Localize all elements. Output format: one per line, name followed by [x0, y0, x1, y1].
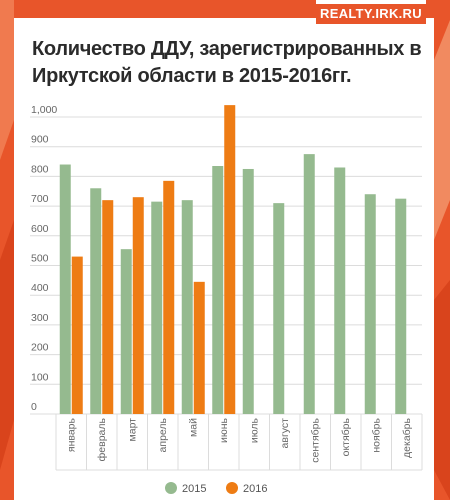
legend: 2015 2016: [165, 482, 267, 495]
bar-2015-январь: [59, 164, 71, 414]
bar-2016-март: [132, 197, 144, 414]
brand-strip: [316, 0, 426, 4]
y-tick-label: 500: [31, 253, 49, 265]
bar-2015-июнь: [212, 166, 224, 414]
bar-2015-август: [273, 203, 285, 414]
legend-label-2015: 2015: [182, 483, 206, 495]
x-tick-label: июнь: [218, 417, 230, 443]
y-tick-label: 200: [31, 342, 49, 354]
bar-2016-май: [193, 281, 205, 414]
x-axis-labels: январь февраль март апрель май июнь июль август…: [65, 417, 413, 462]
y-tick-label: 600: [31, 223, 49, 235]
bar-2015-июль: [242, 168, 254, 414]
x-tick-label: август: [279, 418, 291, 449]
y-axis-labels: 0 100 200 300 400 500 600 700 800 900 1,000: [31, 104, 57, 413]
bar-2016-январь: [71, 256, 83, 414]
x-tick-label: январь: [65, 417, 77, 452]
y-tick-label: 700: [31, 193, 49, 205]
y-tick-label: 1,000: [31, 104, 57, 116]
bar-2015-октябрь: [334, 167, 346, 414]
bar-2015-май: [181, 200, 193, 414]
legend-marker-2015: [165, 482, 177, 494]
bar-2016-апрель: [163, 180, 175, 414]
chart-title: Количество ДДУ, зарегистрированных в Ирк…: [32, 38, 422, 87]
y-tick-label: 400: [31, 282, 49, 294]
bar-2016-февраль: [102, 200, 114, 414]
bar-2015-март: [120, 249, 132, 414]
x-tick-label: июль: [248, 417, 260, 443]
bar-2015-декабрь: [395, 198, 407, 414]
x-tick-label: апрель: [157, 417, 169, 452]
x-tick-label: сентябрь: [309, 417, 321, 462]
x-tick-label: декабрь: [401, 417, 413, 457]
bar-2015-сентябрь: [303, 154, 315, 414]
x-tick-label: март: [126, 418, 138, 442]
y-tick-label: 0: [31, 401, 37, 413]
bar-2016-июнь: [224, 105, 236, 415]
y-tick-label: 900: [31, 134, 49, 146]
bar-2015-ноябрь: [364, 194, 376, 414]
bar-2015-февраль: [90, 188, 102, 414]
x-tick-label: ноябрь: [370, 417, 382, 452]
y-tick-label: 100: [31, 371, 49, 383]
chart-card: [14, 18, 434, 500]
brand-logo[interactable]: REALTY.IRK.RU: [316, 4, 426, 24]
x-tick-label: февраль: [96, 417, 108, 461]
x-tick-label: май: [187, 418, 199, 437]
x-tick-label: октябрь: [340, 417, 352, 456]
y-tick-label: 800: [31, 163, 49, 175]
y-tick-label: 300: [31, 312, 49, 324]
bars: [59, 105, 407, 415]
legend-marker-2016: [226, 482, 238, 494]
legend-label-2016: 2016: [243, 483, 267, 495]
bar-2015-апрель: [151, 201, 163, 414]
